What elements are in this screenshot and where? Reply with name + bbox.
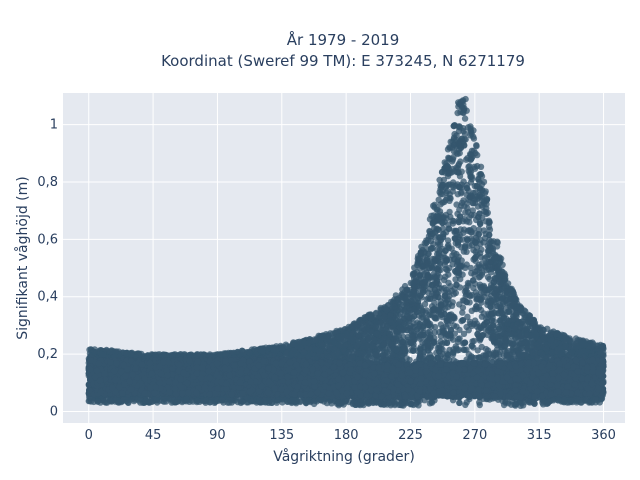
data-point	[457, 275, 464, 283]
data-point	[428, 212, 435, 219]
data-point	[449, 220, 457, 227]
chart-title-line1: År 1979 - 2019	[287, 30, 400, 49]
data-point	[445, 271, 452, 278]
data-point	[453, 201, 460, 208]
data-point	[446, 191, 453, 198]
data-points	[85, 95, 607, 409]
data-point	[461, 115, 469, 122]
data-point	[421, 301, 429, 308]
chart-title-line2: Koordinat (Sweref 99 TM): E 373245, N 62…	[161, 52, 525, 70]
data-point	[460, 330, 468, 337]
